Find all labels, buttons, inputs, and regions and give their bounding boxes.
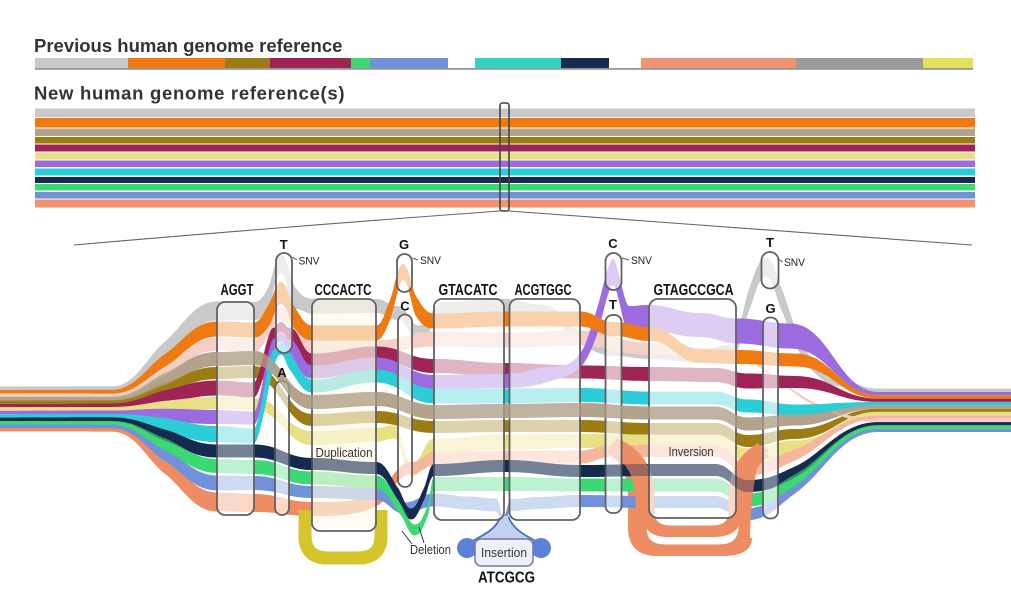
svg-text:New human genome reference(s): New human genome reference(s) [34,83,345,104]
svg-text:SNV: SNV [299,256,321,268]
svg-text:Inversion: Inversion [669,445,714,459]
svg-text:Deletion: Deletion [410,543,451,557]
svg-text:T: T [609,297,617,312]
svg-text:GTACATC: GTACATC [439,282,498,299]
svg-text:SNV: SNV [420,255,442,267]
svg-text:ACGTGGC: ACGTGGC [515,282,572,299]
svg-text:C: C [608,236,618,251]
svg-text:GTAGCCGCA: GTAGCCGCA [654,282,734,299]
svg-text:Duplication: Duplication [316,446,373,460]
svg-text:G: G [765,301,775,316]
svg-text:Previous human genome referenc: Previous human genome reference [34,35,342,56]
svg-text:T: T [766,235,774,250]
svg-text:AGGT: AGGT [221,282,254,299]
svg-text:T: T [280,237,288,252]
svg-text:SNV: SNV [631,255,653,267]
svg-text:A: A [277,365,287,380]
svg-text:CCCACTC: CCCACTC [315,282,372,299]
svg-text:G: G [399,237,409,252]
svg-text:ATCGCG: ATCGCG [478,570,535,587]
svg-text:SNV: SNV [784,257,806,269]
svg-text:C: C [400,299,410,314]
svg-text:Insertion: Insertion [481,546,527,560]
